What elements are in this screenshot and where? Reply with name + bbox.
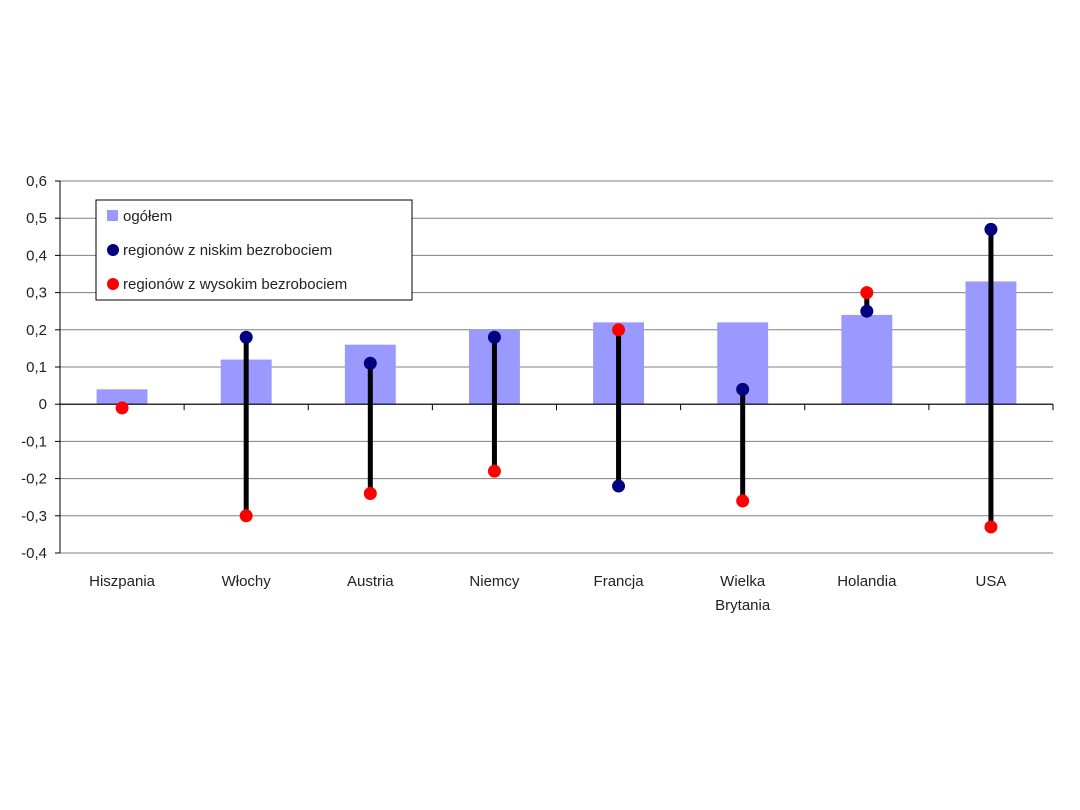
y-tick-labels: 0,6 0,5 0,4 0,3 0,2 0,1 0 -0,1 -0,2 -0,3 -0,4 bbox=[21, 173, 47, 562]
y-tick-label: -0,2 bbox=[21, 471, 47, 488]
marker-low-unemployment bbox=[239, 330, 253, 344]
legend-label: regionów z wysokim bezrobociem bbox=[123, 276, 347, 293]
legend-swatch bbox=[107, 244, 119, 256]
legend-swatch bbox=[107, 210, 118, 221]
y-tick-label: 0,1 bbox=[26, 359, 47, 376]
marker-low-unemployment bbox=[612, 479, 626, 493]
marker-low-unemployment bbox=[363, 356, 377, 370]
x-tick-labels: Hiszpania Włochy Austria Niemcy Francja Wielk… bbox=[89, 573, 1006, 614]
marker-high-unemployment bbox=[736, 494, 750, 508]
x-tick-label: Hiszpania bbox=[89, 573, 156, 590]
bar bbox=[96, 389, 148, 405]
legend: ogółem regionów z niskim bezrobociem regio… bbox=[95, 199, 413, 301]
y-tick-label: 0,3 bbox=[26, 285, 47, 302]
marker-low-unemployment bbox=[487, 330, 501, 344]
marker-high-unemployment bbox=[487, 464, 501, 478]
y-tick-label: 0,5 bbox=[26, 210, 47, 227]
y-tick-label: 0 bbox=[39, 396, 47, 413]
x-tick-label: Austria bbox=[347, 573, 394, 590]
marker-high-unemployment bbox=[115, 401, 129, 415]
marker-high-unemployment bbox=[984, 520, 998, 534]
y-tick-label: 0,6 bbox=[26, 173, 47, 190]
axes bbox=[55, 180, 1054, 554]
y-tick-label: -0,1 bbox=[21, 433, 47, 450]
marker-high-unemployment bbox=[239, 509, 253, 523]
x-tick-label: USA bbox=[976, 573, 1007, 590]
marker-low-unemployment bbox=[736, 382, 750, 396]
y-tick-label: 0,2 bbox=[26, 322, 47, 339]
x-tick-label: Niemcy bbox=[469, 573, 520, 590]
markers bbox=[115, 222, 998, 534]
x-tick-label: Wielka Brytania bbox=[715, 573, 771, 614]
marker-low-unemployment bbox=[984, 222, 998, 236]
x-tick-label: Włochy bbox=[222, 573, 272, 590]
legend-swatch bbox=[107, 278, 119, 290]
x-tick-label: Holandia bbox=[837, 573, 897, 590]
marker-high-unemployment bbox=[860, 286, 874, 300]
bar bbox=[841, 314, 893, 405]
legend-label: regionów z niskim bezrobociem bbox=[123, 242, 332, 259]
marker-high-unemployment bbox=[612, 323, 626, 337]
range-lines bbox=[243, 229, 994, 527]
y-tick-label: 0,4 bbox=[26, 247, 47, 264]
legend-box bbox=[95, 199, 413, 301]
legend-label: ogółem bbox=[123, 208, 172, 225]
y-tick-label: -0,3 bbox=[21, 508, 47, 525]
marker-high-unemployment bbox=[363, 486, 377, 500]
marker-low-unemployment bbox=[860, 304, 874, 318]
x-tick-label: Francja bbox=[594, 573, 645, 590]
y-tick-label: -0,4 bbox=[21, 545, 47, 562]
